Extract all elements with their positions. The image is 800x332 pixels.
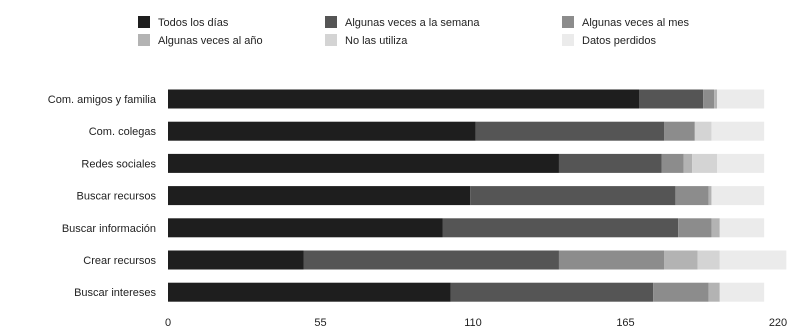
legend-label: Algunas veces al mes <box>582 17 689 29</box>
bar-segment <box>711 121 765 141</box>
bar-segment <box>717 89 765 109</box>
legend-swatch <box>562 34 574 46</box>
bars <box>168 89 787 302</box>
category-label: Com. colegas <box>89 126 157 138</box>
legend-label: Datos perdidos <box>582 35 656 47</box>
bar-segment <box>653 282 709 302</box>
bar-segment <box>558 250 665 270</box>
bar-segment <box>450 282 654 302</box>
legend: Todos los días Algunas veces a la semana A… <box>138 16 689 47</box>
legend-swatch <box>325 34 337 46</box>
bar-segment <box>168 186 471 206</box>
bar-segment <box>675 186 709 206</box>
x-tick-label: 55 <box>314 317 326 329</box>
category-label: Com. amigos y familia <box>48 94 157 106</box>
bar-segment <box>714 89 717 109</box>
bar-segment <box>694 121 712 141</box>
bar-segment <box>719 282 765 302</box>
legend-swatch <box>138 34 150 46</box>
legend-label: Algunas veces al año <box>158 35 263 47</box>
legend-swatch <box>325 16 337 28</box>
bar-segment <box>692 153 717 173</box>
x-axis-ticks: 0 55 110 165 220 <box>165 317 787 329</box>
bar-segment <box>470 186 676 206</box>
category-label: Crear recursos <box>83 255 156 267</box>
bar-segment <box>639 89 704 109</box>
category-labels: Com. amigos y familia Com. colegas Redes s… <box>48 94 157 299</box>
bar-segment <box>708 186 712 206</box>
bar-segment <box>664 250 698 270</box>
bar-segment <box>442 218 679 238</box>
bar-segment <box>558 153 662 173</box>
bar-segment <box>168 153 559 173</box>
bar-segment <box>711 218 720 238</box>
bar-segment <box>719 218 765 238</box>
legend-label: Todos los días <box>158 17 229 29</box>
bar-segment <box>678 218 712 238</box>
legend-label: No las utiliza <box>345 35 408 47</box>
bar-segment <box>168 282 451 302</box>
x-tick-label: 0 <box>165 317 171 329</box>
bar-segment <box>475 121 665 141</box>
bar-segment <box>719 250 787 270</box>
category-label: Buscar intereses <box>74 287 156 299</box>
bar-segment <box>303 250 559 270</box>
bar-segment <box>661 153 684 173</box>
bar-segment <box>168 250 304 270</box>
bar-segment <box>708 282 720 302</box>
bar-segment <box>683 153 693 173</box>
legend-swatch <box>138 16 150 28</box>
bar-segment <box>697 250 720 270</box>
x-tick-label: 165 <box>616 317 634 329</box>
bar-segment <box>711 186 765 206</box>
bar-segment <box>717 153 765 173</box>
bar-segment <box>664 121 695 141</box>
category-label: Buscar recursos <box>77 191 157 203</box>
x-tick-label: 110 <box>464 317 482 329</box>
legend-swatch <box>562 16 574 28</box>
bar-segment <box>168 218 443 238</box>
bar-segment <box>168 89 640 109</box>
category-label: Redes sociales <box>81 158 156 170</box>
bar-segment <box>168 121 476 141</box>
bar-segment <box>703 89 715 109</box>
legend-label: Algunas veces a la semana <box>345 17 480 29</box>
category-label: Buscar información <box>62 223 156 235</box>
x-tick-label: 220 <box>769 317 787 329</box>
